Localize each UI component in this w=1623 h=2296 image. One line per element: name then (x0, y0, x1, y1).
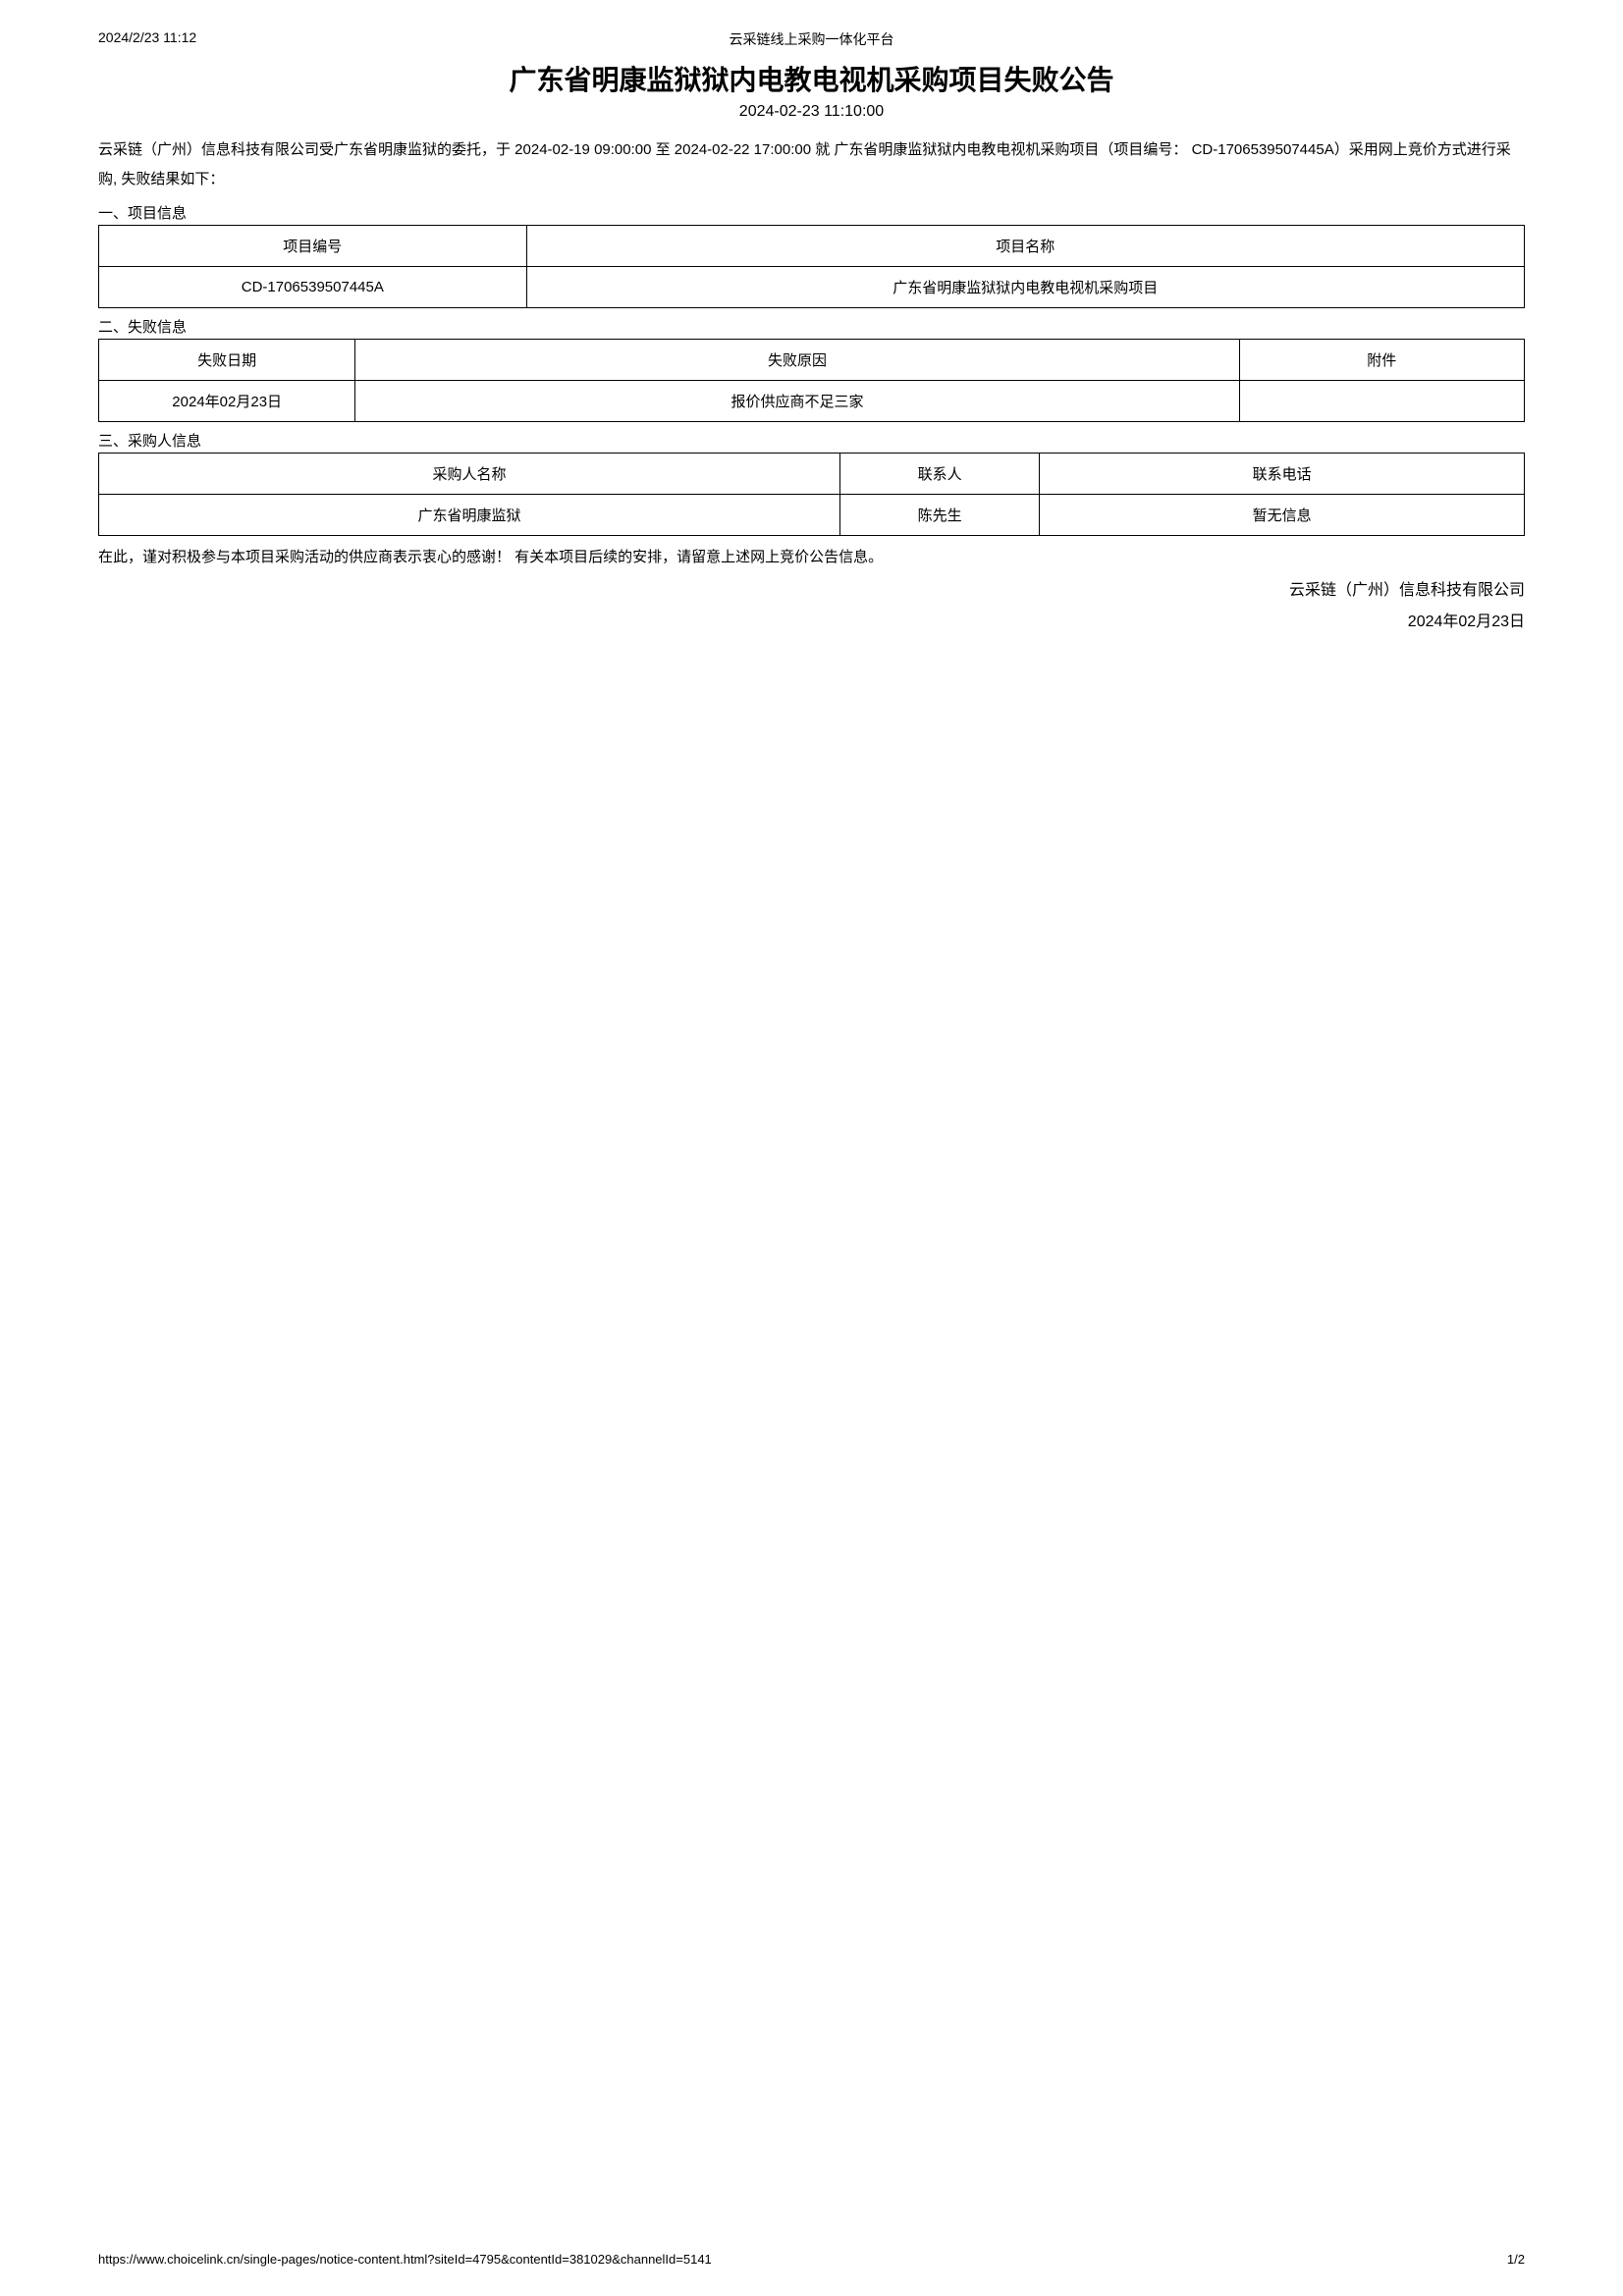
attachment-value (1239, 381, 1524, 422)
sign-date: 2024年02月23日 (98, 607, 1525, 638)
fail-date-value: 2024年02月23日 (99, 381, 355, 422)
table-row: 采购人名称 联系人 联系电话 (99, 454, 1525, 495)
print-footer: https://www.choicelink.cn/single-pages/n… (98, 2252, 1525, 2267)
failure-info-table: 失败日期 失败原因 附件 2024年02月23日 报价供应商不足三家 (98, 339, 1525, 422)
fail-reason-header: 失败原因 (355, 340, 1239, 381)
intro-text: 云采链（广州）信息科技有限公司受广东省明康监狱的委托，于 2024-02-19 … (98, 135, 1525, 194)
table-row: 广东省明康监狱 陈先生 暂无信息 (99, 495, 1525, 536)
section2-label: 二、失败信息 (98, 316, 1525, 337)
fail-date-header: 失败日期 (99, 340, 355, 381)
page-title: 广东省明康监狱狱内电教电视机采购项目失败公告 (98, 59, 1525, 98)
attachment-header: 附件 (1239, 340, 1524, 381)
section3-label: 三、采购人信息 (98, 430, 1525, 451)
contact-phone-header: 联系电话 (1040, 454, 1525, 495)
closing-text: 在此，谨对积极参与本项目采购活动的供应商表示衷心的感谢！ 有关本项目后续的安排，… (98, 544, 1525, 570)
fail-reason-value: 报价供应商不足三家 (355, 381, 1239, 422)
platform-name: 云采链线上采购一体化平台 (573, 29, 1049, 49)
print-timestamp: 2024/2/23 11:12 (98, 29, 573, 49)
print-header: 2024/2/23 11:12 云采链线上采购一体化平台 (98, 29, 1525, 49)
project-id-value: CD-1706539507445A (99, 267, 527, 308)
project-id-header: 项目编号 (99, 226, 527, 267)
section1-label: 一、项目信息 (98, 202, 1525, 223)
signature-block: 云采链（广州）信息科技有限公司 2024年02月23日 (98, 575, 1525, 638)
table-row: 失败日期 失败原因 附件 (99, 340, 1525, 381)
project-info-table: 项目编号 项目名称 CD-1706539507445A 广东省明康监狱狱内电教电… (98, 225, 1525, 308)
sign-company: 云采链（广州）信息科技有限公司 (98, 575, 1525, 607)
table-row: CD-1706539507445A 广东省明康监狱狱内电教电视机采购项目 (99, 267, 1525, 308)
purchaser-name-value: 广东省明康监狱 (99, 495, 840, 536)
contact-person-header: 联系人 (840, 454, 1040, 495)
contact-phone-value: 暂无信息 (1040, 495, 1525, 536)
purchaser-info-table: 采购人名称 联系人 联系电话 广东省明康监狱 陈先生 暂无信息 (98, 453, 1525, 536)
contact-person-value: 陈先生 (840, 495, 1040, 536)
project-name-value: 广东省明康监狱狱内电教电视机采购项目 (526, 267, 1524, 308)
project-name-header: 项目名称 (526, 226, 1524, 267)
table-row: 项目编号 项目名称 (99, 226, 1525, 267)
footer-page: 1/2 (1507, 2252, 1525, 2267)
table-row: 2024年02月23日 报价供应商不足三家 (99, 381, 1525, 422)
purchaser-name-header: 采购人名称 (99, 454, 840, 495)
publish-time: 2024-02-23 11:10:00 (98, 103, 1525, 121)
footer-url: https://www.choicelink.cn/single-pages/n… (98, 2252, 712, 2267)
